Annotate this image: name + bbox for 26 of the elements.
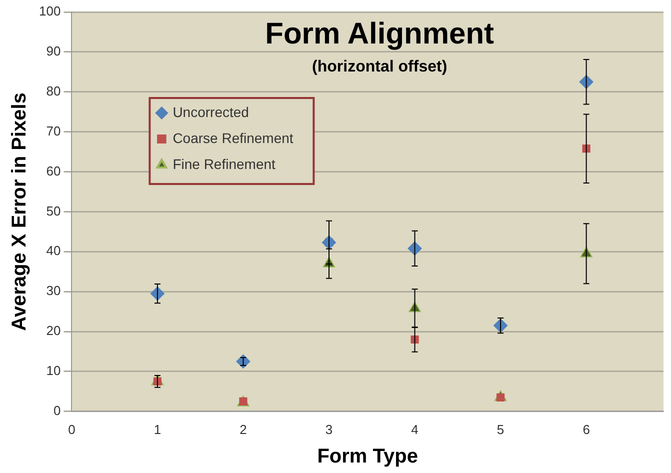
chart-title: Form Alignment	[265, 17, 494, 50]
legend-label: Uncorrected	[172, 104, 249, 120]
legend-label: Coarse Refinement	[172, 130, 294, 146]
x-tick-label: 0	[68, 422, 76, 437]
y-tick-label: 30	[46, 283, 61, 298]
y-tick-label: 100	[38, 4, 61, 19]
legend-label: Fine Refinement	[172, 156, 276, 172]
y-tick-label: 10	[46, 363, 61, 378]
x-axis-title: Form Type	[317, 446, 418, 468]
y-tick-label: 50	[46, 203, 61, 218]
y-tick-label: 80	[46, 83, 61, 98]
x-tick-label: 5	[496, 422, 504, 437]
x-tick-label: 2	[240, 422, 247, 437]
y-tick-label: 20	[46, 323, 61, 338]
x-tick-label: 4	[411, 422, 418, 437]
text: (horizontal offset)	[312, 58, 448, 76]
y-tick-label: 0	[53, 402, 61, 418]
y-tick-label: 70	[46, 123, 61, 138]
y-axis-title: Average X Error in Pixels	[8, 92, 31, 331]
point	[236, 354, 250, 368]
y-tick-label: 90	[46, 44, 61, 59]
x-tick-label: 1	[154, 422, 162, 437]
y-tick-label: 40	[46, 243, 61, 258]
x-tick-label: 3	[325, 422, 333, 437]
y-tick-label: 60	[46, 163, 61, 178]
x-tick-label: 6	[582, 422, 590, 437]
